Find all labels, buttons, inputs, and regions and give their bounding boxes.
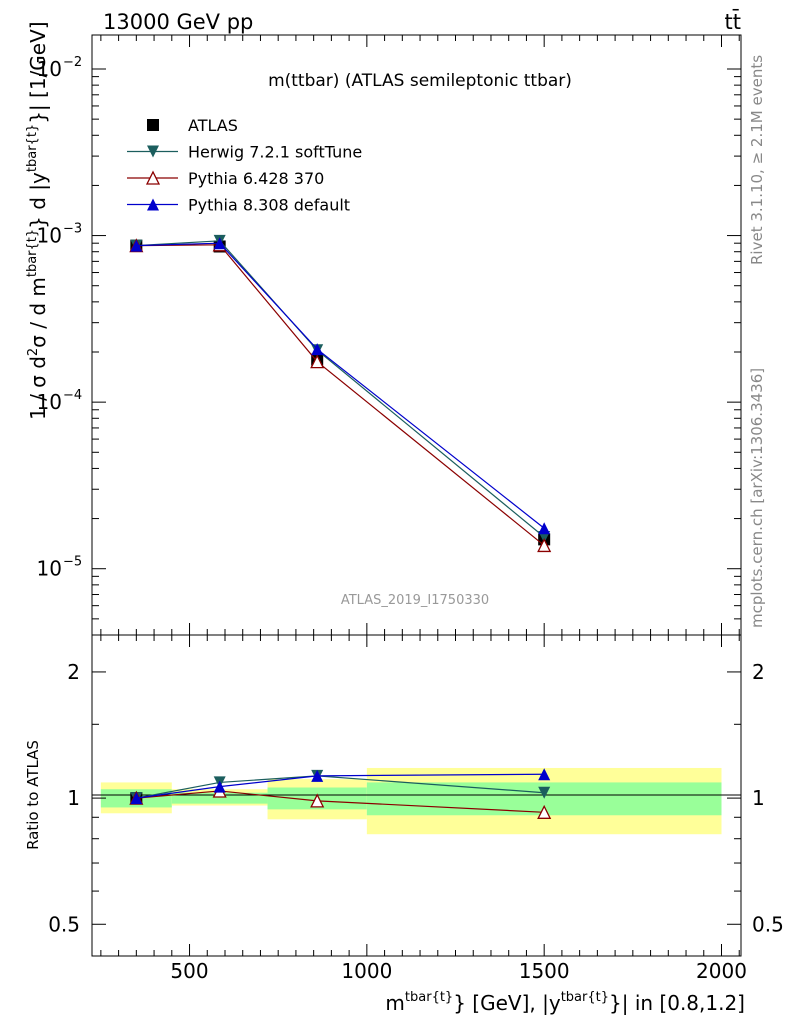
header-right: tt̄ [725,9,741,34]
main-point-pythia-8-308-default-2 [311,343,324,356]
watermark: ATLAS_2019_I1750330 [341,593,489,608]
header-left: 13000 GeV pp [103,10,253,34]
mcplots-label: mcplots.cern.ch [arXiv:1306.3436] [748,368,766,628]
legend: ATLAS Herwig 7.2.1 softTune Pythia 6.428 3… [127,116,362,215]
x-tick-label-2: 1500 [519,959,570,983]
legend-label-pythia-8-308-default: Pythia 8.308 default [188,196,350,215]
main-series-layer [129,234,552,553]
legend-label-pythia-6-428-370: Pythia 6.428 370 [188,169,324,188]
main-line-pythia-8-308-default [136,242,545,529]
x-tick-label-3: 2000 [696,959,747,983]
ratio-line-pythia-6-428-370 [136,790,545,813]
legend-label-atlas: ATLAS [188,116,238,135]
x-tick-label-1: 1000 [341,959,392,983]
ratio-point-herwig-7-2-1-softtune-3 [538,786,551,799]
ratio-point-pythia-8-308-default-0 [130,792,143,805]
x-tick-label-0: 500 [170,959,208,983]
ratio-point-pythia-8-308-default-3 [538,768,551,781]
main-panel: 10−510−410−310−2 m(ttbar) (ATLAS semilep… [25,21,742,636]
ratio-panel: 0.5 0.5 1 1 2 2 500 1000 1500 2000 Ratio to ATLAS… [24,634,784,1015]
main-line-pythia-6-428-370 [136,244,545,546]
ratio-frame [91,634,742,957]
legend-marker-atlas [147,119,159,131]
ratio-ytick-label-right-2: 2 [752,660,765,684]
legend-marker-pythia-6-428-370 [145,170,161,185]
main-point-pythia-6-428-370-3 [537,537,552,553]
legend-label-herwig-7-2-1-softtune: Herwig 7.2.1 softTune [188,143,362,162]
ratio-ytick-label-2: 2 [67,660,80,684]
ratio-ytick-label-right-0: 0.5 [752,912,784,936]
ratio-band-inner-1 [171,792,268,804]
ratio-point-pythia-6-428-370-3 [537,804,552,819]
rivet-label: Rivet 3.1.10, ≥ 2.1M events [748,55,766,265]
ratio-ytick-label-1: 1 [67,786,80,810]
ratio-point-pythia-8-308-default-1 [213,780,226,793]
x-axis-label: mtbar{t}} [GeV], |ytbar{t}}| in [0.8,1.2… [385,990,745,1015]
main-point-pythia-8-308-default-0 [130,239,143,252]
main-line-herwig-7-2-1-softtune [136,240,545,538]
main-ytick-label-0: 10−5 [37,555,83,581]
ratio-ytick-label-right-1: 1 [752,786,765,810]
ratio-ytick-label-0: 0.5 [48,912,80,936]
legend-marker-pythia-8-308-default [147,198,159,211]
main-point-pythia-8-308-default-1 [213,237,226,250]
main-point-pythia-8-308-default-3 [538,522,551,535]
main-title: m(ttbar) (ATLAS semileptonic ttbar) [268,71,572,91]
ratio-ticks: 0.5 0.5 1 1 2 2 500 1000 1500 2000 [48,635,784,983]
ratio-series-layer [129,768,552,819]
main-ylabel: 1 / σ d2σ / d mtbar{t}} d |ytbar{t}}| [1… [25,21,50,420]
legend-marker-herwig-7-2-1-softtune [147,145,159,158]
main-ticks: 10−510−410−310−2 [37,35,741,636]
ratio-ylabel: Ratio to ATLAS [24,740,42,850]
ratio-line-herwig-7-2-1-softtune [136,775,545,799]
ratio-point-pythia-6-428-370-2 [310,793,325,808]
ratio-line-pythia-8-308-default [136,773,545,799]
ratio-bands [100,767,722,835]
ratio-point-pythia-8-308-default-2 [311,769,324,782]
main-point-pythia-6-428-370-2 [310,354,325,369]
